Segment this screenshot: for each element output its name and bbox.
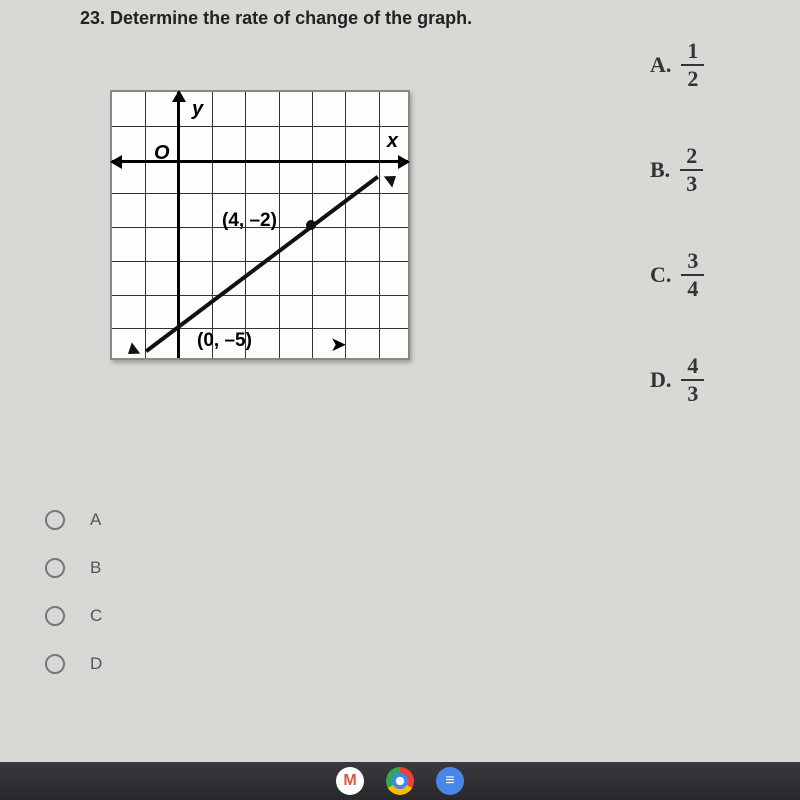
radio-label-b: B — [90, 558, 101, 578]
origin-label: O — [154, 142, 170, 165]
choice-b-letter: B. — [650, 157, 670, 183]
gmail-icon[interactable]: M — [336, 767, 364, 795]
question-number: 23. — [80, 8, 105, 28]
choice-a-num: 1 — [681, 40, 704, 66]
point-label-4-neg2: (4, –2) — [222, 210, 277, 232]
choice-b-num: 2 — [680, 145, 703, 171]
radio-option-d[interactable]: D — [45, 654, 102, 674]
radio-label-a: A — [90, 510, 101, 530]
point-label-0-neg5: (0, –5) — [197, 330, 252, 352]
docs-icon[interactable]: ≡ — [436, 767, 464, 795]
choice-c-fraction: 3 4 — [681, 250, 704, 300]
radio-circle-icon — [45, 606, 65, 626]
choice-d: D. 4 3 — [650, 355, 750, 405]
question-prompt: 23. Determine the rate of change of the … — [80, 8, 472, 29]
choice-d-fraction: 4 3 — [681, 355, 704, 405]
question-body: Determine the rate of change of the grap… — [110, 8, 472, 28]
x-axis-left-arrow — [110, 155, 122, 169]
radio-option-a[interactable]: A — [45, 510, 102, 530]
y-axis-up-arrow — [172, 90, 186, 102]
choice-a-den: 2 — [687, 66, 698, 90]
choice-b-fraction: 2 3 — [680, 145, 703, 195]
choice-a-letter: A. — [650, 52, 671, 78]
choice-d-den: 3 — [687, 381, 698, 405]
radio-circle-icon — [45, 510, 65, 530]
radio-circle-icon — [45, 654, 65, 674]
choice-c-num: 3 — [681, 250, 704, 276]
y-axis — [177, 92, 180, 358]
radio-circle-icon — [45, 558, 65, 578]
chrome-icon[interactable] — [386, 767, 414, 795]
choice-c-den: 4 — [687, 276, 698, 300]
choice-b: B. 2 3 — [650, 145, 750, 195]
radio-option-b[interactable]: B — [45, 558, 102, 578]
x-axis-label: x — [387, 130, 398, 153]
mouse-cursor-icon: ➤ — [330, 332, 347, 357]
answer-choices: A. 1 2 B. 2 3 C. 3 4 D. 4 3 — [650, 40, 750, 460]
os-taskbar: M ≡ — [0, 762, 800, 800]
answer-radio-group: A B C D — [45, 510, 102, 702]
radio-option-c[interactable]: C — [45, 606, 102, 626]
radio-label-d: D — [90, 654, 102, 674]
point-4-neg2-dot — [306, 220, 316, 230]
choice-a-fraction: 1 2 — [681, 40, 704, 90]
graph-image: y x O (4, –2) (0, –5) — [110, 90, 410, 360]
choice-d-letter: D. — [650, 367, 671, 393]
choice-d-num: 4 — [681, 355, 704, 381]
x-axis-right-arrow — [398, 155, 410, 169]
choice-b-den: 3 — [686, 171, 697, 195]
y-axis-label: y — [192, 98, 203, 121]
choice-c: C. 3 4 — [650, 250, 750, 300]
radio-label-c: C — [90, 606, 102, 626]
choice-c-letter: C. — [650, 262, 671, 288]
choice-a: A. 1 2 — [650, 40, 750, 90]
